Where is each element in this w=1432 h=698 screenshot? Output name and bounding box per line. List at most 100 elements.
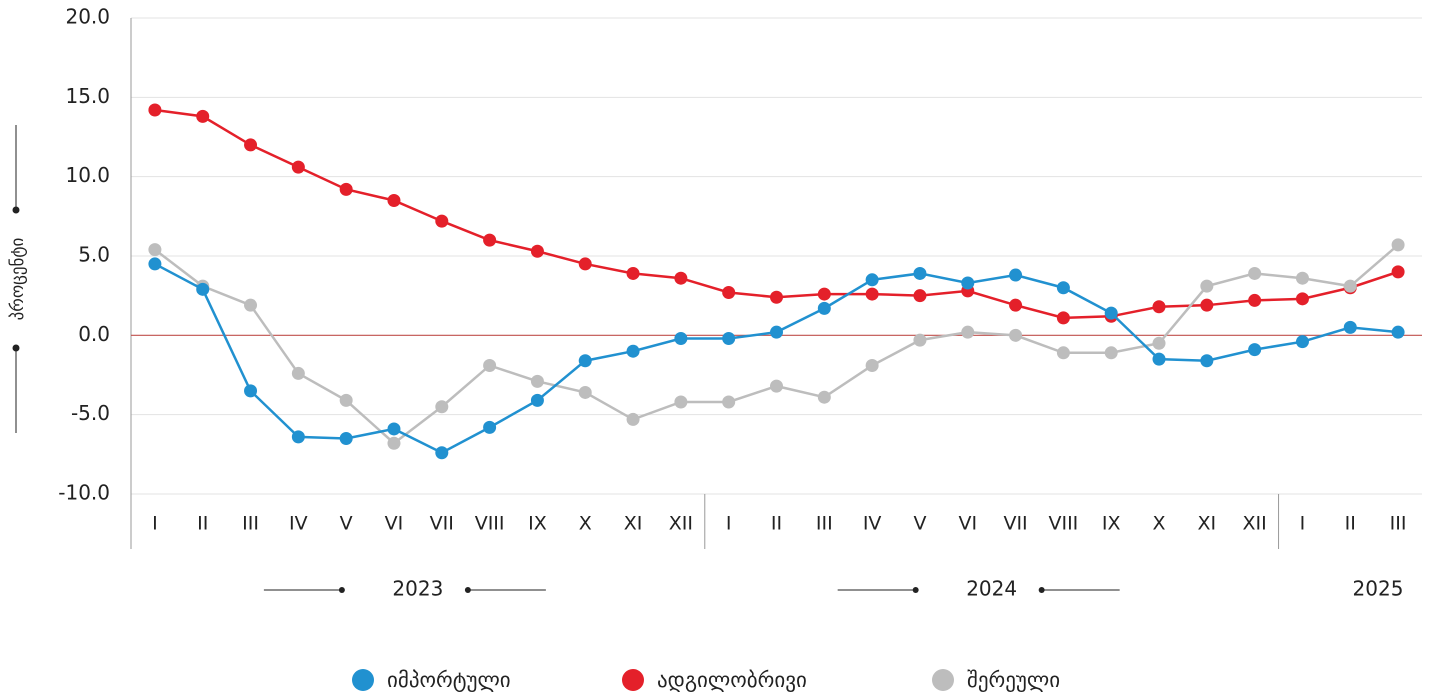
data-point <box>387 436 401 450</box>
data-point <box>674 395 688 409</box>
year-decoration <box>338 587 345 593</box>
data-point <box>244 138 258 152</box>
y-tick-label: 10.0 <box>65 163 110 187</box>
data-point <box>435 400 449 414</box>
data-point <box>674 332 688 346</box>
x-tick-label: II <box>771 513 782 535</box>
data-point <box>244 384 258 398</box>
data-point <box>1248 343 1262 357</box>
data-point <box>483 420 497 434</box>
x-tick-label: VIII <box>475 513 505 535</box>
data-point <box>483 233 497 247</box>
y-tick-label: -10.0 <box>58 481 110 505</box>
series-line <box>154 243 1399 445</box>
data-point <box>291 430 305 444</box>
data-point <box>1295 271 1309 285</box>
x-tick-label: II <box>1345 513 1356 535</box>
data-point <box>196 282 210 296</box>
data-point <box>148 243 162 257</box>
data-point <box>1248 293 1262 307</box>
x-tick-label: III <box>242 513 259 535</box>
year-decoration <box>464 587 471 593</box>
y-tick-label: 20.0 <box>65 5 110 29</box>
data-point <box>530 374 544 388</box>
data-point <box>1391 238 1405 252</box>
legend-label: ადგილობრივი <box>657 668 807 692</box>
data-point <box>483 358 497 372</box>
data-point <box>1295 335 1309 349</box>
data-point <box>339 393 353 407</box>
x-tick-label: I <box>726 513 732 535</box>
data-point <box>244 298 258 312</box>
data-point <box>626 266 640 280</box>
year-label: 2023 <box>392 577 443 601</box>
data-point <box>387 193 401 207</box>
x-tick-label: VI <box>958 513 977 535</box>
data-point <box>435 214 449 228</box>
x-tick-label: X <box>579 513 592 535</box>
data-point <box>530 393 544 407</box>
x-tick-label: XI <box>1198 513 1217 535</box>
data-point <box>626 344 640 358</box>
data-point <box>387 422 401 436</box>
x-tick-label: I <box>1300 513 1306 535</box>
data-point <box>961 325 975 339</box>
data-point <box>339 431 353 445</box>
data-point <box>1248 266 1262 280</box>
y-tick-label: 5.0 <box>78 243 110 267</box>
x-tick-label: XII <box>669 513 693 535</box>
data-point <box>339 182 353 196</box>
data-point <box>722 285 736 299</box>
x-tick-label: X <box>1153 513 1166 535</box>
data-point <box>1152 352 1166 366</box>
data-point <box>1009 298 1023 312</box>
legend-label: იმპორტული <box>387 668 511 692</box>
data-point <box>1009 328 1023 342</box>
legend-marker <box>352 669 374 691</box>
data-point <box>148 103 162 117</box>
data-point <box>578 257 592 271</box>
x-tick-label: XI <box>624 513 643 535</box>
data-point <box>1056 311 1070 325</box>
x-tick-label: III <box>1390 513 1407 535</box>
data-point <box>1343 279 1357 293</box>
data-point <box>578 354 592 368</box>
x-tick-label: IX <box>528 513 547 535</box>
x-tick-label: III <box>816 513 833 535</box>
x-tick-label: VI <box>385 513 404 535</box>
data-point <box>626 412 640 426</box>
data-point <box>722 395 736 409</box>
data-point <box>1056 281 1070 295</box>
x-tick-label: II <box>197 513 208 535</box>
data-point <box>770 290 783 304</box>
x-tick-label: V <box>340 513 353 535</box>
legend-marker <box>622 669 644 691</box>
data-point <box>961 276 975 290</box>
data-point <box>1104 346 1118 360</box>
data-point <box>770 379 783 393</box>
data-point <box>1009 268 1023 282</box>
x-tick-label: VII <box>1003 513 1027 535</box>
data-point <box>435 446 449 460</box>
year-decoration <box>912 587 919 593</box>
legend-marker <box>932 669 954 691</box>
data-point <box>1152 300 1166 314</box>
data-point <box>817 390 831 404</box>
x-tick-label: I <box>152 513 158 535</box>
data-point <box>817 287 831 301</box>
x-tick-label: V <box>913 513 926 535</box>
data-point <box>1200 298 1214 312</box>
data-point <box>291 366 305 380</box>
data-point <box>1152 336 1166 350</box>
year-decoration <box>1038 587 1045 593</box>
x-tick-label: XII <box>1243 513 1267 535</box>
data-point <box>817 301 831 315</box>
data-point <box>1295 292 1309 306</box>
y-tick-label: -5.0 <box>71 401 110 425</box>
y-tick-label: 15.0 <box>65 84 110 108</box>
data-point <box>913 289 927 303</box>
x-tick-label: VIII <box>1048 513 1078 535</box>
data-point <box>1391 265 1405 279</box>
x-tick-label: VII <box>430 513 454 535</box>
